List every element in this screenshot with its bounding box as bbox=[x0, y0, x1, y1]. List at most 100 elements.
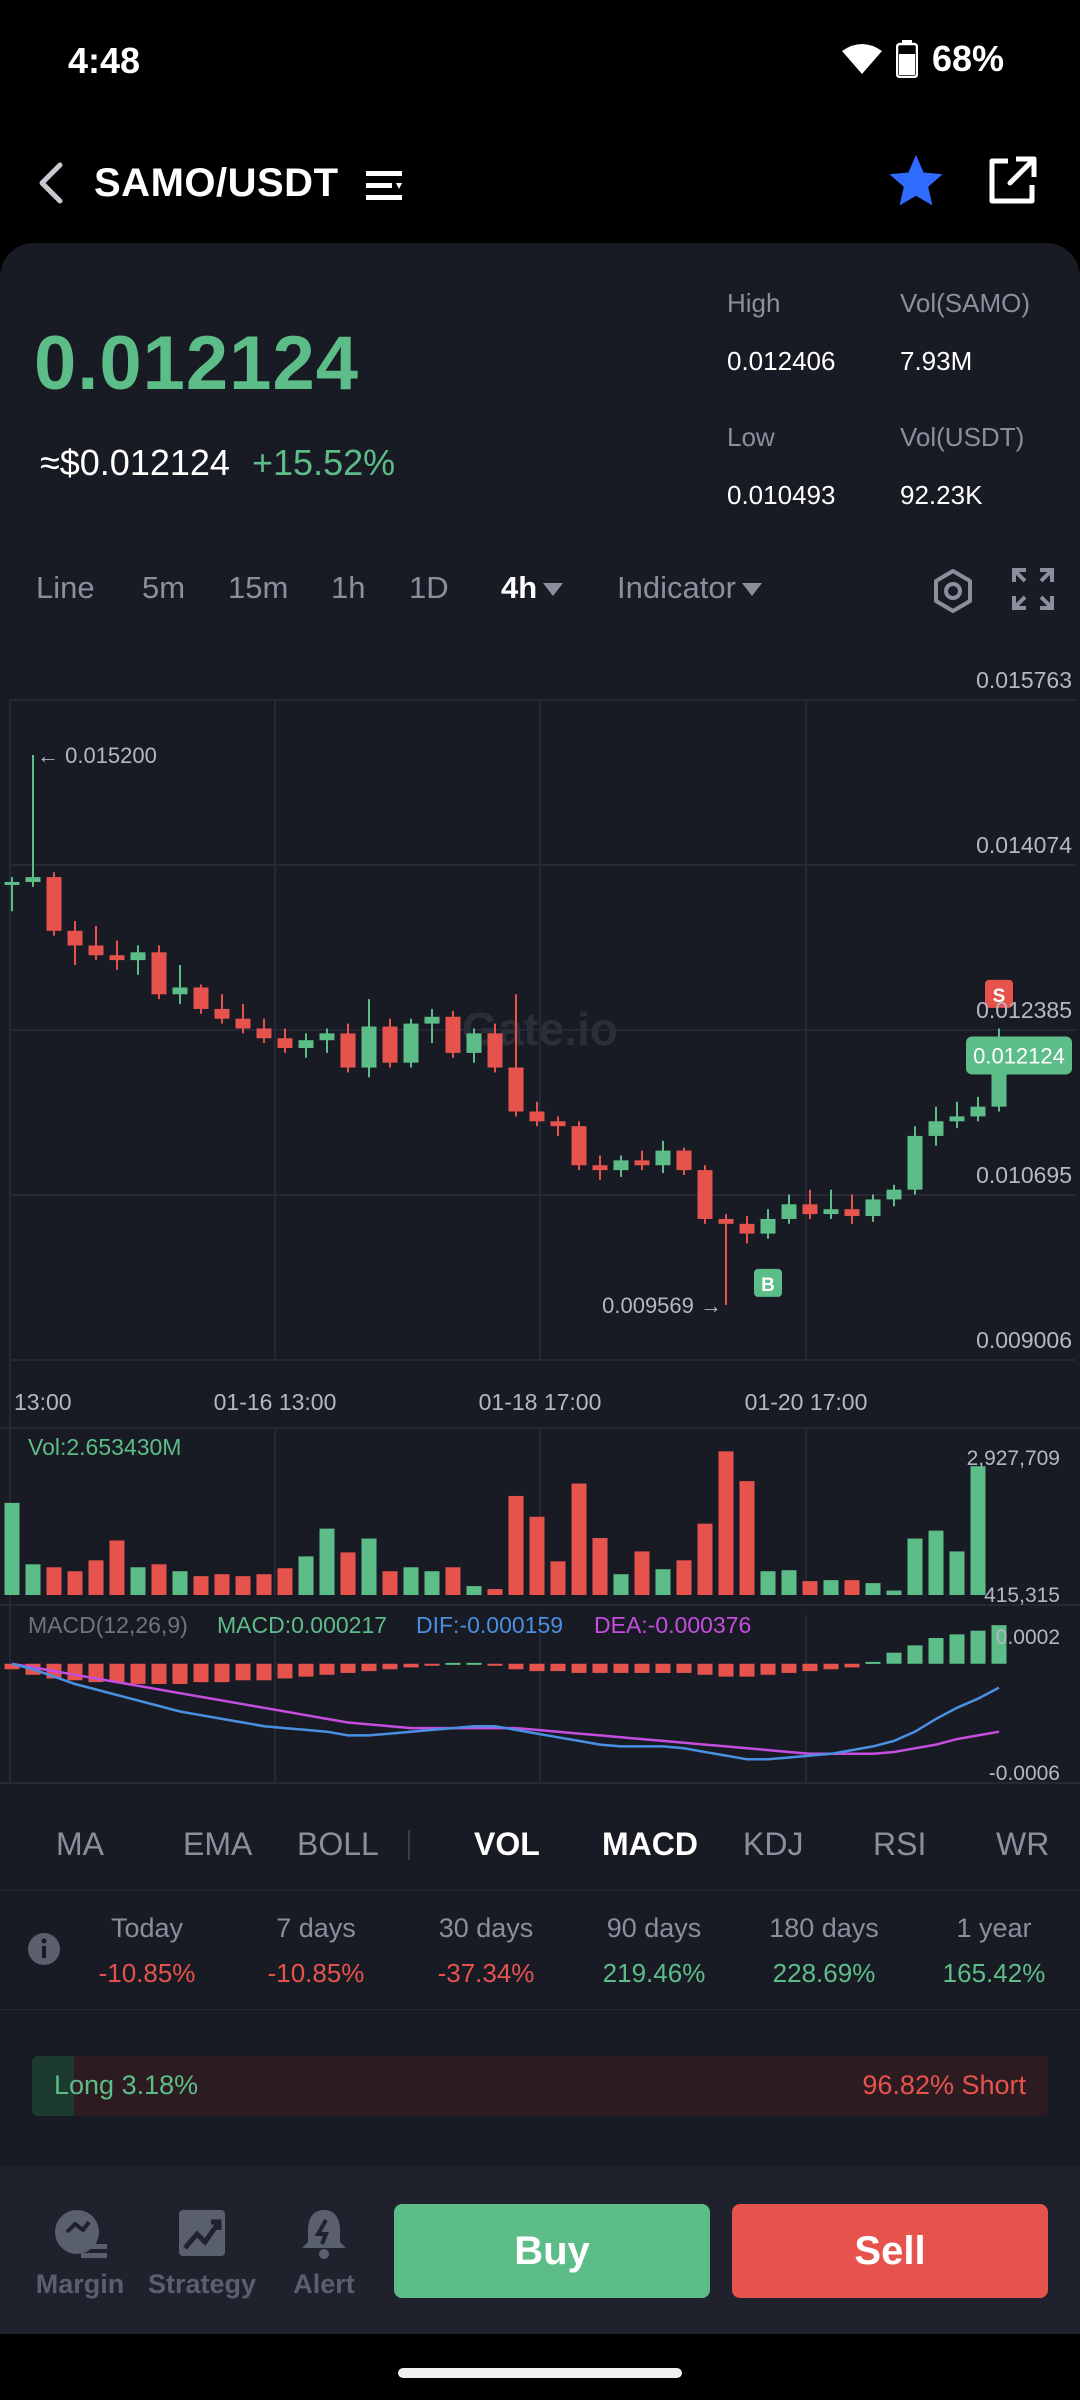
macd-histogram-bar bbox=[907, 1645, 923, 1664]
volume-bar bbox=[235, 1576, 251, 1595]
strategy-button[interactable]: Strategy bbox=[142, 2208, 262, 2300]
candle-down bbox=[571, 1126, 587, 1166]
candle-up bbox=[361, 1026, 377, 1068]
timeframe-bar: Line 5m 15m 1h 1D 4h Indicator bbox=[0, 560, 1080, 624]
candle-down bbox=[676, 1150, 692, 1171]
tf-1d[interactable]: 1D bbox=[409, 570, 449, 605]
vol-base-value: 7.93M bbox=[900, 346, 973, 376]
candle-up bbox=[907, 1135, 923, 1190]
favorite-star-icon[interactable] bbox=[886, 151, 946, 211]
price-markers: ← 0.015200 0.009569 → B S 0.012124 bbox=[37, 743, 1072, 1318]
tf-15m[interactable]: 15m bbox=[228, 570, 289, 605]
info-icon[interactable] bbox=[26, 1931, 62, 1967]
macd-histogram-bar bbox=[466, 1662, 482, 1665]
macd-histogram-bar bbox=[613, 1663, 629, 1673]
pair-title[interactable]: SAMO/USDT bbox=[94, 161, 339, 205]
candlestick-chart[interactable]: Gate.io ← 0.015200 0.009569 → B S 0.012124 0… bbox=[0, 620, 1080, 1800]
long-short-ratio-bar: Long 3.18% 96.82% Short bbox=[32, 2056, 1048, 2116]
current-price-tag bbox=[966, 1036, 1072, 1075]
volume-bar bbox=[529, 1516, 545, 1595]
volume-bar bbox=[277, 1568, 293, 1595]
tab-boll[interactable]: BOLL bbox=[297, 1826, 379, 1862]
tf-5m[interactable]: 5m bbox=[142, 570, 186, 605]
macd-axis-bottom: -0.0006 bbox=[989, 1762, 1060, 1785]
macd-histogram-bar bbox=[991, 1625, 1007, 1664]
candle-down bbox=[277, 1038, 293, 1049]
long-ratio-fill bbox=[32, 2056, 75, 2116]
volume-bar bbox=[613, 1574, 629, 1595]
macd-histogram-bar bbox=[445, 1662, 461, 1665]
pair-header: SAMO/USDT bbox=[0, 125, 1080, 245]
alert-button[interactable]: Alert bbox=[264, 2208, 384, 2300]
candle-down bbox=[445, 1016, 461, 1053]
tf-4h[interactable]: 4h bbox=[501, 570, 564, 606]
perf-180-days: 180 days 228.69% bbox=[754, 1913, 894, 1989]
fullscreen-icon[interactable] bbox=[1012, 568, 1054, 610]
macd-histogram-bar bbox=[697, 1663, 713, 1675]
volume-bar bbox=[193, 1576, 209, 1595]
pair-list-icon[interactable] bbox=[364, 167, 404, 203]
candle-down bbox=[634, 1160, 650, 1166]
macd-histogram-bar bbox=[67, 1663, 83, 1681]
tf-line[interactable]: Line bbox=[36, 570, 95, 605]
tab-ema[interactable]: EMA bbox=[183, 1826, 253, 1862]
indicator-dropdown[interactable]: Indicator bbox=[617, 570, 762, 606]
candle-down bbox=[550, 1121, 566, 1127]
volume-bar bbox=[25, 1564, 41, 1595]
candle-down bbox=[193, 987, 209, 1009]
current-price-label: 0.012124 bbox=[973, 1043, 1065, 1068]
last-price: 0.012124 bbox=[34, 321, 359, 406]
candle-down bbox=[88, 945, 104, 956]
tab-rsi[interactable]: RSI bbox=[873, 1826, 927, 1862]
tab-vol[interactable]: VOL bbox=[474, 1826, 540, 1862]
macd-histogram-bar bbox=[970, 1630, 986, 1664]
candle-up bbox=[466, 1033, 482, 1053]
macd-histogram-bar bbox=[340, 1663, 356, 1673]
vol-base-label: Vol(SAMO) bbox=[900, 288, 1031, 318]
macd-histogram-bar bbox=[235, 1663, 251, 1681]
tf-1h[interactable]: 1h bbox=[331, 570, 366, 605]
candle-down bbox=[844, 1209, 860, 1217]
tab-ma[interactable]: MA bbox=[56, 1826, 104, 1862]
sell-button[interactable]: Sell bbox=[732, 2204, 1048, 2298]
perf-90-days: 90 days 219.46% bbox=[584, 1913, 724, 1989]
price-axis-tick: 0.014074 bbox=[976, 832, 1072, 858]
tab-wr[interactable]: WR bbox=[996, 1826, 1050, 1862]
volume-bar bbox=[151, 1564, 167, 1595]
tab-macd[interactable]: MACD bbox=[602, 1826, 698, 1862]
home-indicator[interactable] bbox=[398, 2368, 682, 2378]
performance-row: Today -10.85% 7 days -10.85% 30 days -37… bbox=[0, 1890, 1080, 2010]
time-axis-tick: 01-18 17:00 bbox=[479, 1389, 602, 1415]
margin-button[interactable]: Margin bbox=[20, 2208, 140, 2300]
chart-area[interactable]: Gate.io ← 0.015200 0.009569 → B S 0.012124 0… bbox=[0, 620, 1080, 1800]
macd-histogram-bar bbox=[424, 1663, 440, 1666]
volume-bars bbox=[4, 1451, 986, 1595]
volume-bar bbox=[403, 1567, 419, 1595]
perf-30-days: 30 days -37.34% bbox=[416, 1913, 556, 1989]
candle-down bbox=[718, 1218, 734, 1224]
volume-bar bbox=[550, 1561, 566, 1595]
back-arrow-icon[interactable] bbox=[26, 153, 76, 213]
chart-grid bbox=[0, 699, 1080, 1784]
price-change: +15.52% bbox=[252, 442, 396, 483]
sell-marker-label: S bbox=[993, 986, 1006, 1007]
volume-bar bbox=[445, 1567, 461, 1595]
candle-down bbox=[739, 1223, 755, 1234]
settings-hexagon-icon[interactable] bbox=[930, 568, 976, 614]
candle-up bbox=[928, 1121, 944, 1136]
macd-histogram-bar bbox=[571, 1663, 587, 1673]
battery-icon bbox=[895, 40, 918, 78]
volume-bar bbox=[970, 1466, 986, 1595]
tab-kdj[interactable]: KDJ bbox=[743, 1826, 804, 1862]
candle-down bbox=[67, 930, 83, 946]
high-value: 0.012406 bbox=[727, 346, 836, 376]
volume-bar bbox=[907, 1538, 923, 1595]
volume-bar bbox=[130, 1567, 146, 1595]
volume-bar bbox=[340, 1552, 356, 1595]
external-link-icon[interactable] bbox=[984, 153, 1040, 209]
macd-histogram-bar bbox=[130, 1663, 146, 1684]
volume-bar bbox=[676, 1560, 692, 1595]
buy-button[interactable]: Buy bbox=[394, 2204, 710, 2298]
macd-histogram-bar bbox=[319, 1663, 335, 1675]
candle-down bbox=[235, 1018, 251, 1029]
